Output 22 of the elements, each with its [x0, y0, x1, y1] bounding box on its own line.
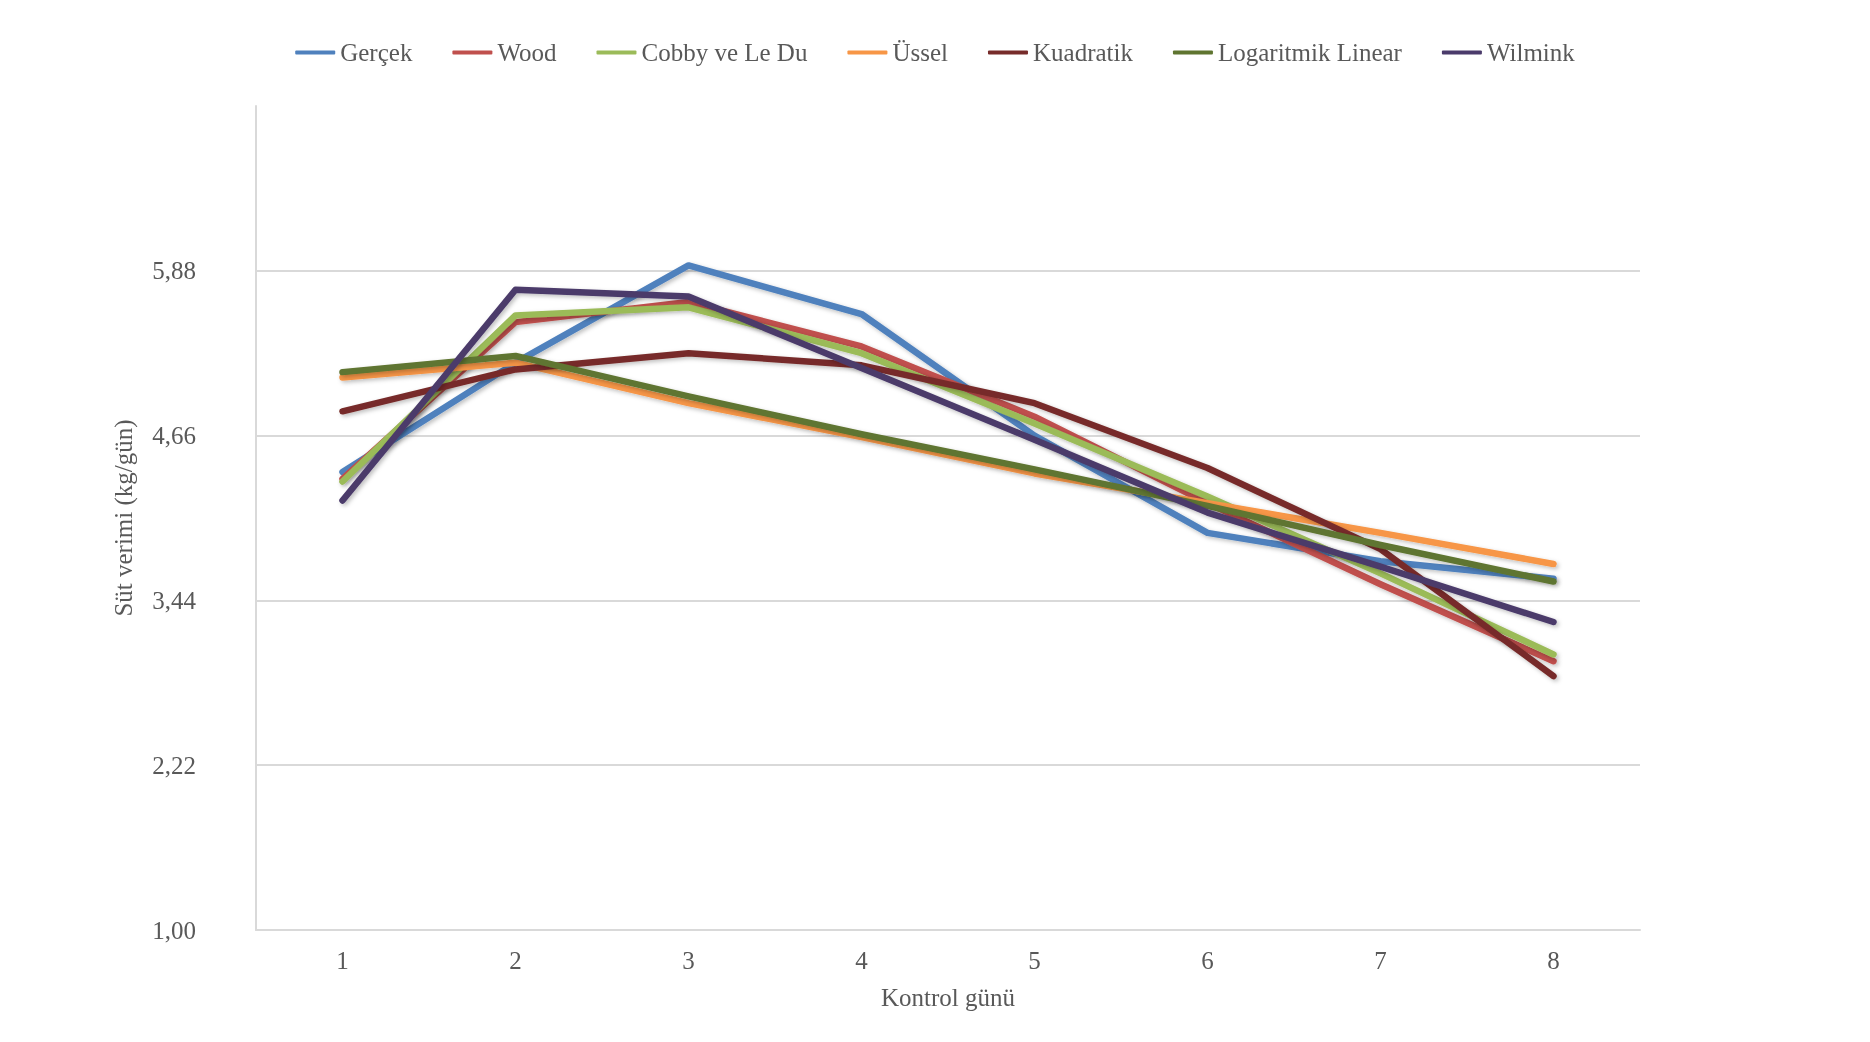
legend-label: Cobby ve Le Du [641, 39, 808, 66]
x-tick-label: 5 [1028, 947, 1041, 974]
legend-label: Kuadratik [1032, 39, 1134, 66]
y-tick-label: 3,44 [152, 586, 197, 614]
legend-label: Wood [497, 39, 557, 66]
y-tick-label: 4,66 [152, 422, 196, 450]
y-tick-label: 5,88 [152, 257, 196, 285]
y-tick-label: 1,00 [152, 916, 196, 944]
x-tick-label: 2 [509, 947, 522, 974]
x-tick-label: 6 [1201, 947, 1214, 974]
y-tick-label: 2,22 [152, 751, 196, 779]
legend-label: Gerçek [340, 39, 413, 66]
legend-label: Üssel [892, 39, 949, 66]
x-tick-label: 8 [1547, 947, 1560, 974]
x-axis-title: Kontrol günü [880, 984, 1016, 1011]
legend-label: Logaritmik Linear [1217, 39, 1403, 66]
x-tick-label: 7 [1374, 947, 1387, 974]
x-tick-label: 3 [682, 947, 695, 974]
x-tick-label: 4 [855, 947, 869, 974]
x-tick-label: 1 [336, 947, 349, 974]
y-axis-title: Süt verimi (kg/gün) [110, 419, 138, 617]
legend-label: Wilmink [1486, 39, 1576, 66]
